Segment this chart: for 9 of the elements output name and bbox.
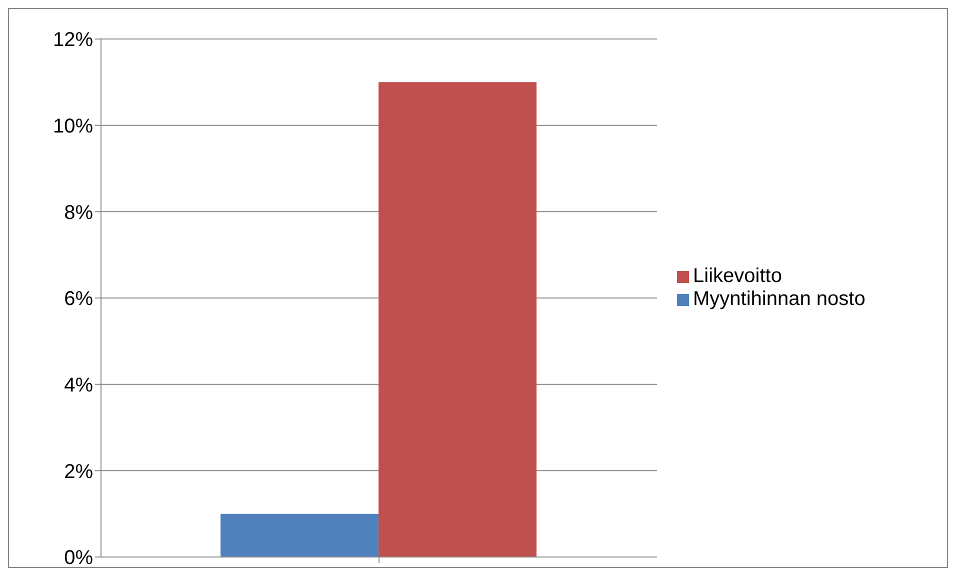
y-tick-label: 4% (64, 374, 94, 396)
legend-label: Myyntihinnan nosto (693, 288, 866, 310)
y-tick-label: 8% (64, 202, 94, 224)
y-tick-label: 6% (64, 288, 94, 310)
y-tick-label: 0% (64, 547, 94, 570)
y-tick-label: 2% (64, 460, 94, 483)
legend-label: Liikevoitto (693, 265, 782, 287)
y-tick-label: 10% (52, 115, 94, 138)
y-tick-label: 12% (52, 29, 94, 52)
